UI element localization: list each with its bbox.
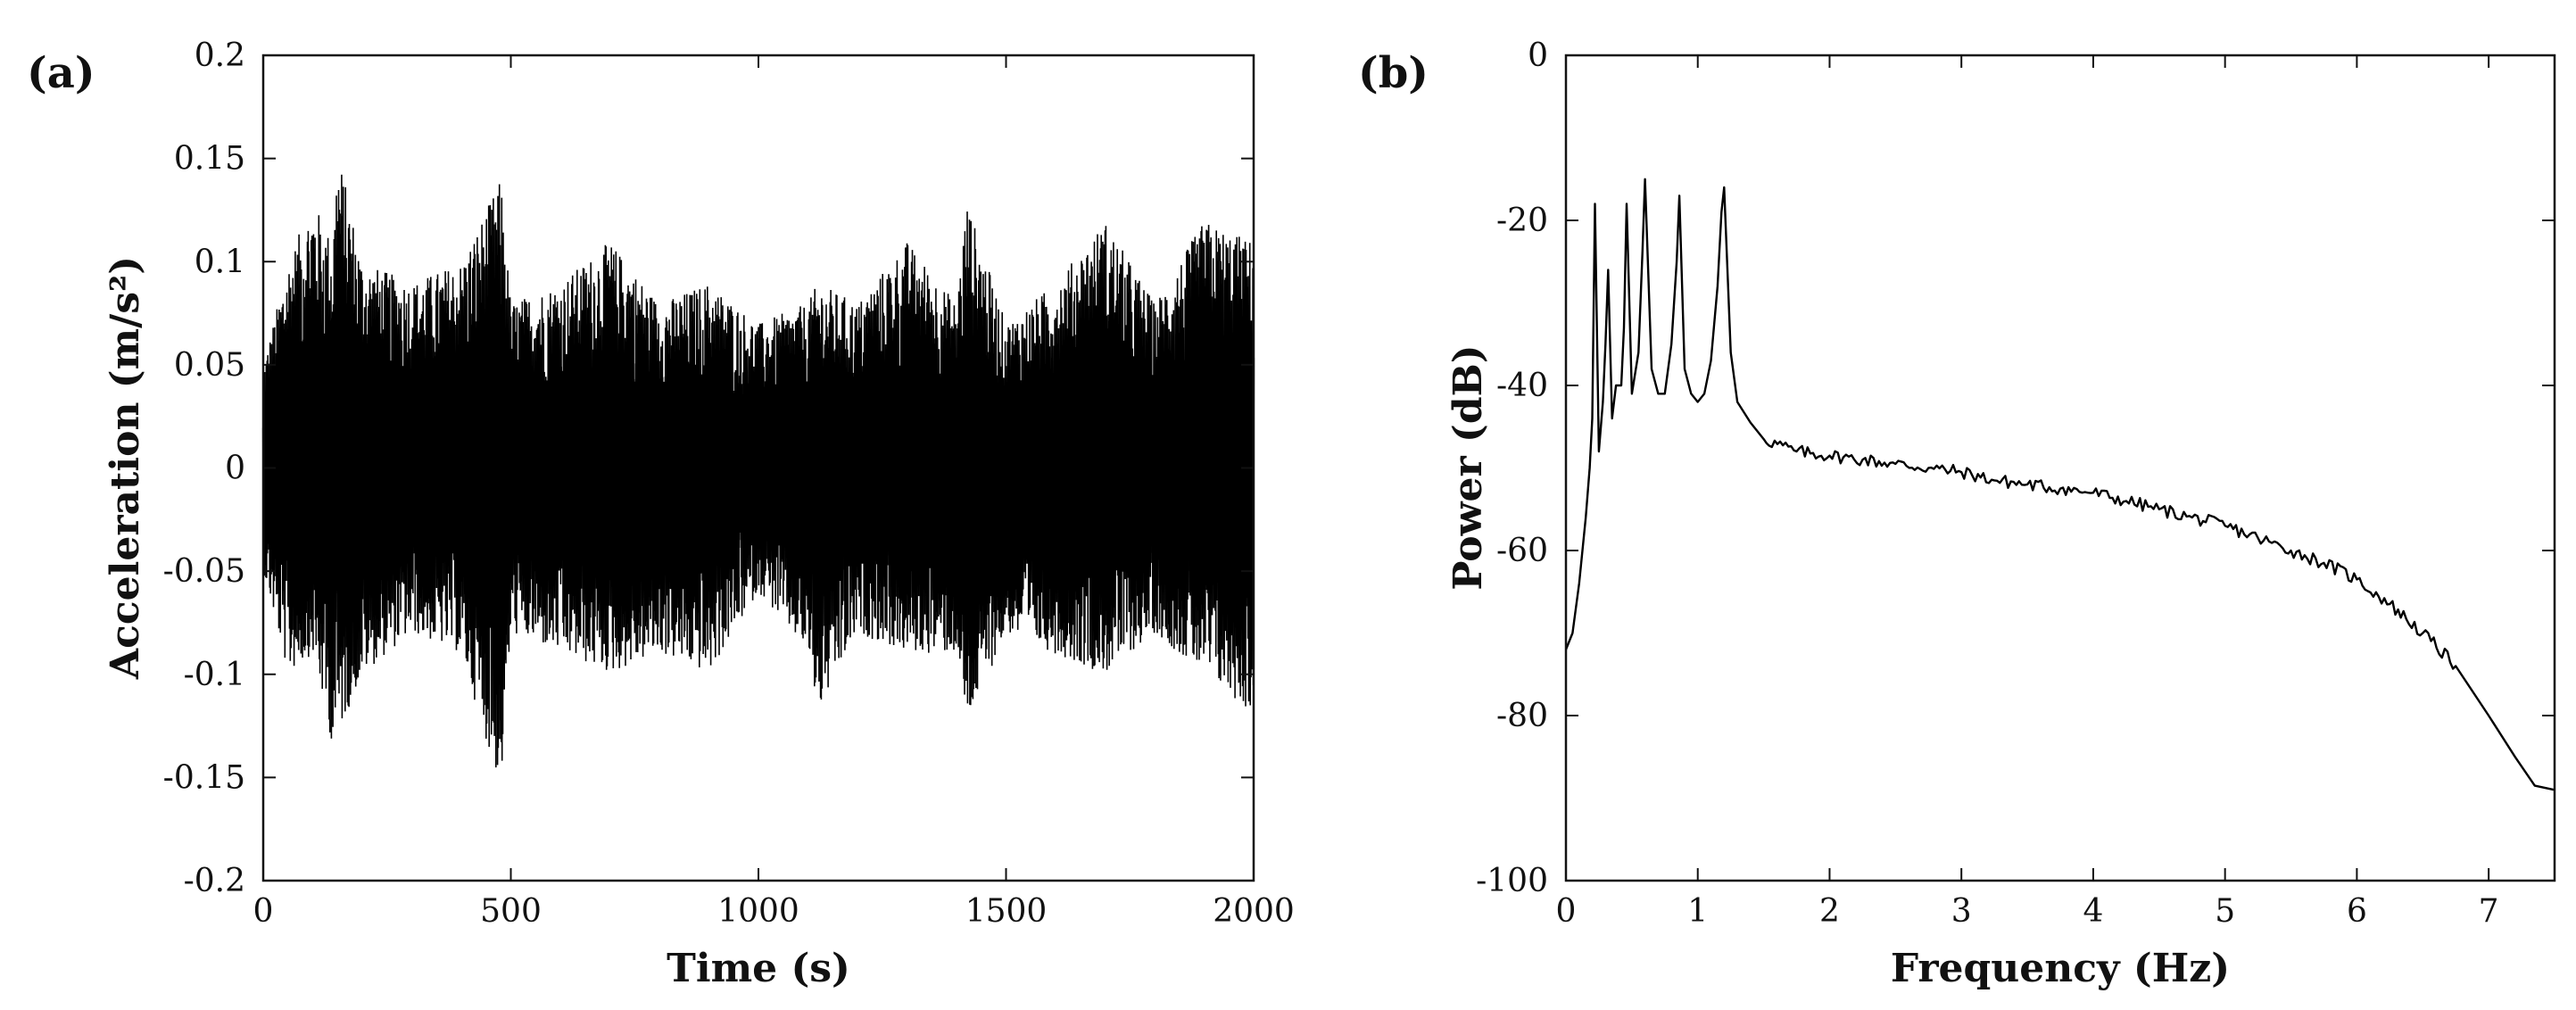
panel-a-y-tick-label: -0.2 [184,863,245,899]
panel-a-x-axis-label: Time (s) [667,946,850,991]
panel-a-x-tick-label: 1500 [965,893,1048,930]
panel-a-time-history: (a) 0 500 1000 1500 2000 0.2 0.15 0.1 0.05 0 -0.0… [27,37,1295,991]
panel-a-plot-area [261,174,1255,768]
panel-a-y-tick-label: -0.1 [184,657,245,693]
panel-b-plot-area [1564,178,2555,791]
panel-b-y-tick-label: -60 [1496,533,1548,569]
panel-b-x-tick-label: 0 [1556,893,1577,930]
panel-b-x-tick-label: 3 [1951,893,1972,930]
panel-b-power-spectrum: (b) 0 1 2 3 4 5 6 7 0 -20 -40 -60 -80 -100 Frequency… [1358,37,2556,991]
panel-a-x-tick-label: 2000 [1213,893,1295,930]
panel-a-x-tick-label: 1000 [717,893,799,930]
panel-a-y-tick-label: 0.05 [174,347,245,384]
panel-b-x-tick-label: 6 [2347,893,2367,930]
panel-b-y-tick-label: -80 [1496,698,1548,734]
panel-b-x-tick-label: 1 [1687,893,1708,930]
panel-a-x-tick-label: 500 [480,893,542,930]
panel-a-y-tick-label: 0.2 [195,37,245,74]
panel-b-label: (b) [1358,48,1429,98]
panel-b-y-tick-label: -20 [1496,203,1548,239]
panel-b-x-tick-label: 2 [1819,893,1840,930]
panel-b-x-ticks: 0 1 2 3 4 5 6 7 [1556,55,2499,930]
panel-b-y-axis-label: Power (dB) [1445,344,1491,590]
panel-a-y-tick-label: 0.15 [174,141,245,178]
panel-b-y-ticks: 0 -20 -40 -60 -80 -100 [1476,37,2555,899]
panel-a-x-ticks: 0 500 1000 1500 2000 [253,55,1295,930]
panel-a-y-axis-label: Acceleration (m/s²) [103,256,148,680]
acceleration-series-core [261,299,1255,626]
power-spectrum-series-line [1564,178,2555,791]
panel-a-y-tick-label: 0.1 [195,244,245,280]
panel-a-y-tick-label: 0 [225,451,245,487]
panel-a-y-ticks: 0.2 0.15 0.1 0.05 0 -0.05 -0.1 -0.15 -0.2 [163,37,1254,899]
panel-b-y-tick-label: 0 [1528,37,1548,74]
panel-b-axes-frame [1564,54,2556,882]
panel-b-x-axis-label: Frequency (Hz) [1891,946,2230,991]
panel-b-y-tick-label: -40 [1496,368,1548,404]
panel-a-y-tick-label: -0.05 [163,553,245,590]
panel-b-y-tick-label: -100 [1476,863,1548,899]
panel-b-x-tick-label: 5 [2215,893,2235,930]
panel-a-label: (a) [27,48,95,98]
panel-b-x-tick-label: 7 [2479,893,2499,930]
panel-b-x-tick-label: 4 [2083,893,2103,930]
panel-a-x-tick-label: 0 [253,893,274,930]
panel-a-y-tick-label: -0.15 [163,759,245,796]
